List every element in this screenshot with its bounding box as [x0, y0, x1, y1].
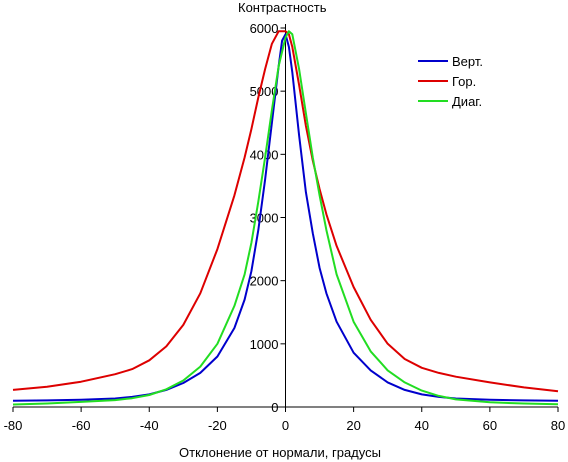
x-tick-label: -80 [4, 418, 23, 433]
y-tick-label: 5000 [250, 84, 279, 99]
x-axis-label: Отклонение от нормали, градусы [179, 445, 381, 460]
y-axis-label: Контрастность [238, 0, 327, 15]
series-line-3 [12, 30, 559, 406]
y-tick-label: 0 [271, 400, 278, 415]
legend-label-3: Диаг. [452, 94, 482, 109]
series-lines [12, 30, 559, 406]
x-tick-label: 80 [551, 418, 565, 433]
legend: Верт. Гор. Диаг. [418, 54, 483, 109]
x-tick-label: -60 [72, 418, 91, 433]
y-tick-label: 6000 [250, 21, 279, 36]
legend-label-2: Гор. [452, 74, 476, 89]
y-tick-label: 1000 [250, 337, 279, 352]
x-tick-label: -20 [208, 418, 227, 433]
x-tick-label: 40 [415, 418, 429, 433]
legend-label-1: Верт. [452, 54, 483, 69]
x-tick-label: 60 [483, 418, 497, 433]
y-tick-label: 2000 [250, 274, 279, 289]
x-tick-label: -40 [140, 418, 159, 433]
x-ticks: -80 -60 -40 -20 0 20 40 60 80 [4, 407, 565, 433]
y-tick-label: 4000 [250, 147, 279, 162]
x-tick-label: 20 [346, 418, 360, 433]
x-tick-label: 0 [282, 418, 289, 433]
